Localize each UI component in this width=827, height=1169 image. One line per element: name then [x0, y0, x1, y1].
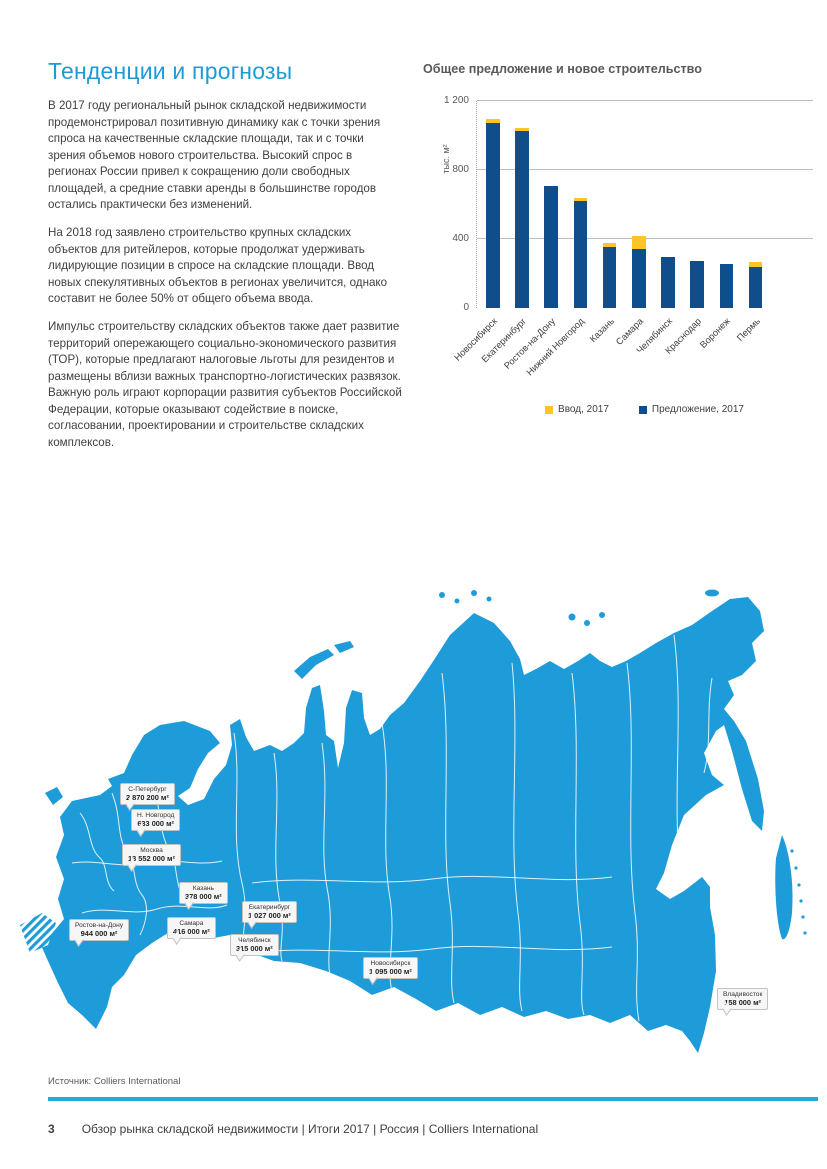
map-label-Н. Новгород: Н. Новгород 633 000 м²: [131, 809, 181, 831]
bar-Пермь: [748, 262, 763, 308]
map-label-С-Петербург: С-Петербург 2 870 200 м²: [120, 783, 175, 805]
map-city-name: Самара: [179, 920, 204, 927]
bar-Самара: [632, 236, 646, 308]
map-city-name: Ростов-на-Дону: [75, 922, 124, 929]
footer-rule: [48, 1097, 818, 1101]
map-city-name: Новосибирск: [370, 960, 411, 967]
y-tick-label: 400: [452, 233, 469, 244]
bar-segment-supply: [690, 261, 704, 308]
bar-segment-supply: [486, 122, 500, 308]
landmass: [40, 589, 807, 1053]
chart-legend: Ввод, 2017 Предложение, 2017: [476, 404, 813, 415]
footer-text: Обзор рынка складской недвижимости | Ито…: [81, 1122, 539, 1136]
bar-segment-supply: [602, 247, 617, 308]
bar-segment-supply: [515, 130, 529, 308]
bar-segment-new: [486, 119, 500, 123]
paragraph-1: В 2017 году региональный рынок складской…: [48, 99, 381, 212]
bar-Краснодар: [690, 261, 704, 308]
gridline: [477, 100, 813, 101]
chart-plot-area: [476, 100, 813, 308]
paragraph-2: На 2018 год заявлено строительство крупн…: [48, 226, 388, 306]
bar-segment-new: [515, 127, 529, 131]
bar-segment-new: [748, 262, 763, 267]
map-city-value: 1 027 000 м²: [248, 911, 291, 920]
bar-Екатеринбург: [515, 127, 529, 308]
legend-item: Ввод, 2017: [545, 404, 609, 415]
map-label-Владивосток: Владивосток 158 000 м²: [717, 988, 769, 1010]
map-city-name: С-Петербург: [128, 786, 167, 793]
map-label-Москва: Москва 13 552 000 м²: [122, 844, 181, 866]
supply-construction-chart: Общее предложение и новое строительство …: [423, 62, 823, 427]
bar-Казань: [602, 242, 617, 308]
bar-Воронеж: [719, 264, 734, 308]
y-tick-label: 0: [463, 302, 469, 313]
text-column: Тенденции и прогнозы В 2017 году региона…: [48, 58, 402, 463]
hatched-region: [20, 913, 56, 953]
map-city-value: 2 870 200 м²: [126, 793, 169, 802]
legend-swatch: [638, 405, 647, 414]
source-note: Источник: Colliers International: [48, 1076, 181, 1087]
bar-segment-supply: [661, 257, 675, 308]
map-label-Екатеринбург: Екатеринбург 1 027 000 м²: [242, 901, 297, 923]
map-city-value: 944 000 м²: [80, 929, 118, 938]
legend-label: Ввод, 2017: [558, 404, 609, 415]
bar-segment-supply: [544, 185, 558, 308]
bar-segment-supply: [719, 264, 734, 308]
map-city-name: Челябинск: [238, 937, 271, 944]
page-title: Тенденции и прогнозы: [48, 58, 293, 84]
map-label-Ростов-на-Дону: Ростов-на-Дону 944 000 м²: [69, 919, 130, 941]
map-city-value: 315 000 м²: [236, 944, 273, 953]
y-tick-label: 1 200: [443, 95, 469, 106]
map-city-name: Владивосток: [723, 991, 763, 998]
region-borders: [71, 634, 713, 1022]
legend-label: Предложение, 2017: [651, 404, 744, 415]
map-city-name: Москва: [140, 847, 163, 854]
map-city-value: 158 000 м²: [724, 998, 762, 1007]
bar-segment-new: [602, 242, 617, 248]
bar-segment-supply: [573, 200, 588, 308]
map-city-name: Екатеринбург: [248, 904, 291, 911]
map-city-name: Н. Новгород: [137, 812, 175, 819]
y-axis-label: тыс. м²: [441, 144, 451, 174]
map-label-Казань: Казань 378 000 м²: [179, 882, 228, 904]
map-city-value: 633 000 м²: [137, 819, 175, 828]
bar-segment-new: [632, 236, 646, 249]
gridline: [477, 169, 813, 170]
map-city-name: Казань: [192, 885, 214, 892]
y-tick-label: 800: [452, 164, 469, 175]
map-label-Самара: Самара 416 000 м²: [167, 917, 216, 939]
map-city-value: 378 000 м²: [185, 892, 222, 901]
map-label-Челябинск: Челябинск 315 000 м²: [230, 934, 279, 956]
map-city-value: 1 095 000 м²: [369, 967, 412, 976]
bar-segment-supply: [632, 248, 646, 308]
bar-Новосибирск: [486, 119, 500, 308]
map-city-value: 13 552 000 м²: [128, 854, 175, 863]
bar-segment-supply: [748, 266, 763, 308]
page-number: 3: [48, 1122, 55, 1136]
bar-Челябинск: [661, 257, 675, 308]
map-city-value: 416 000 м²: [173, 927, 210, 936]
paragraph-3: Импульс строительству складских объектов…: [48, 319, 402, 449]
map-label-Новосибирск: Новосибирск 1 095 000 м²: [363, 957, 418, 979]
bar-Ростов-на-Дону: [544, 185, 558, 308]
chart-title: Общее предложение и новое строительство: [423, 62, 702, 76]
legend-swatch: [545, 405, 554, 414]
legend-item: Предложение, 2017: [638, 404, 744, 415]
bar-segment-new: [573, 197, 588, 201]
page-footer: 3 Обзор рынка складской недвижимости | И…: [48, 1122, 538, 1136]
bar-Нижний Новгород: [573, 197, 588, 308]
x-axis-labels: Новосибирск Екатеринбург Ростов-на-Дону Ниж…: [452, 312, 813, 404]
russia-map: С-Петербург 2 870 200 м² Н. Новгород 633 00…: [12, 583, 820, 1080]
russia-map-svg: [20, 589, 807, 1053]
